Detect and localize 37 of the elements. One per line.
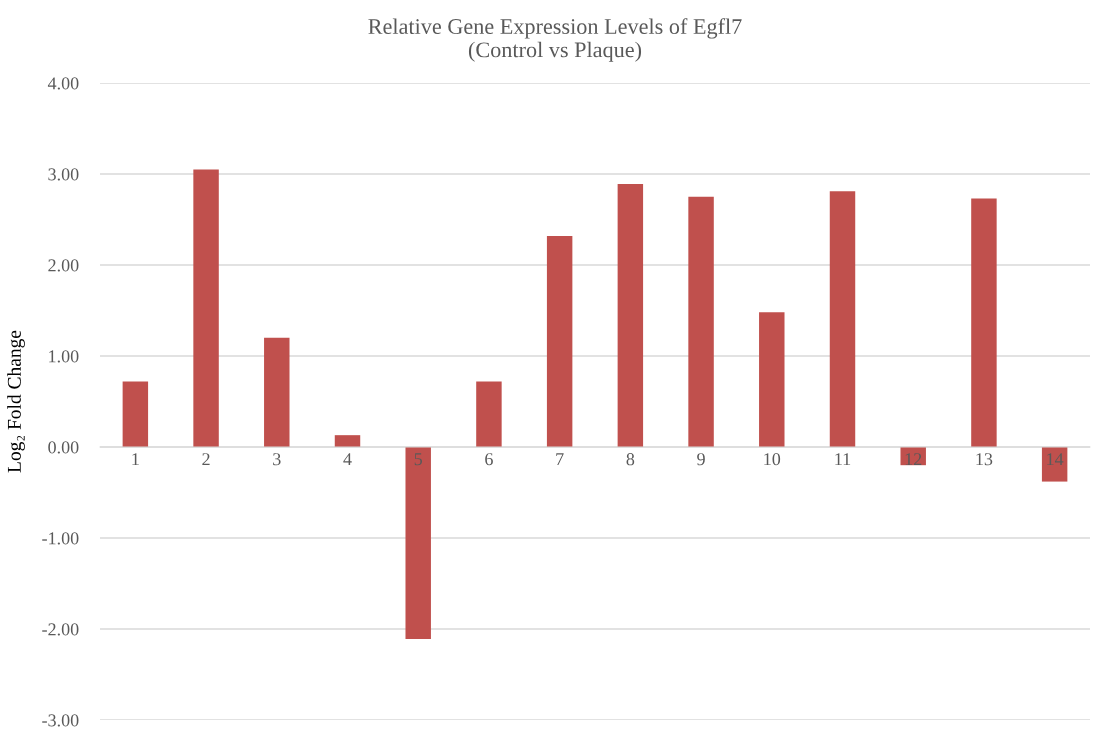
y-tick-label: 0.00	[48, 441, 79, 454]
bar	[546, 235, 573, 447]
x-tick-label: 5	[414, 453, 423, 466]
y-tick-label: 3.00	[48, 168, 79, 181]
bar	[122, 381, 149, 447]
y-tick-label: 1.00	[49, 350, 79, 363]
x-tick-label: 6	[485, 453, 493, 466]
x-tick-label: 8	[626, 453, 635, 466]
bar	[971, 198, 997, 447]
y-tick-label: -3.00	[42, 714, 79, 727]
bar	[405, 447, 431, 640]
y-tick-label: 4.00	[47, 77, 79, 90]
bar	[829, 191, 856, 447]
bar	[476, 381, 502, 447]
x-tick-label: 9	[697, 453, 705, 466]
x-tick-label: 3	[273, 453, 281, 466]
chart-title: Relative Gene Expression Levels of Egfl7 (Control vs Plaque)	[368, 18, 742, 62]
bar	[264, 337, 290, 447]
y-tick-label: 2.00	[48, 259, 79, 272]
y-tick-label: -1.00	[42, 532, 79, 545]
x-tick-label: 1	[132, 453, 139, 466]
x-tick-label: 2	[202, 453, 210, 466]
bar	[688, 196, 714, 447]
x-tick-label: 11	[835, 453, 851, 466]
y-axis-title: Log₂ Fold Change	[7, 330, 25, 473]
x-tick-label: 7	[556, 453, 564, 466]
bar	[334, 435, 361, 447]
bar	[1041, 447, 1068, 482]
x-tick-label: 13	[976, 453, 993, 466]
x-tick-label: 12	[905, 453, 922, 466]
x-tick-label: 14	[1047, 453, 1064, 466]
y-tick-label: -2.00	[42, 623, 79, 636]
x-tick-label: 4	[343, 453, 352, 466]
x-tick-label: 10	[764, 453, 781, 466]
bar	[617, 184, 644, 447]
bar	[193, 169, 219, 447]
bar	[759, 312, 785, 447]
